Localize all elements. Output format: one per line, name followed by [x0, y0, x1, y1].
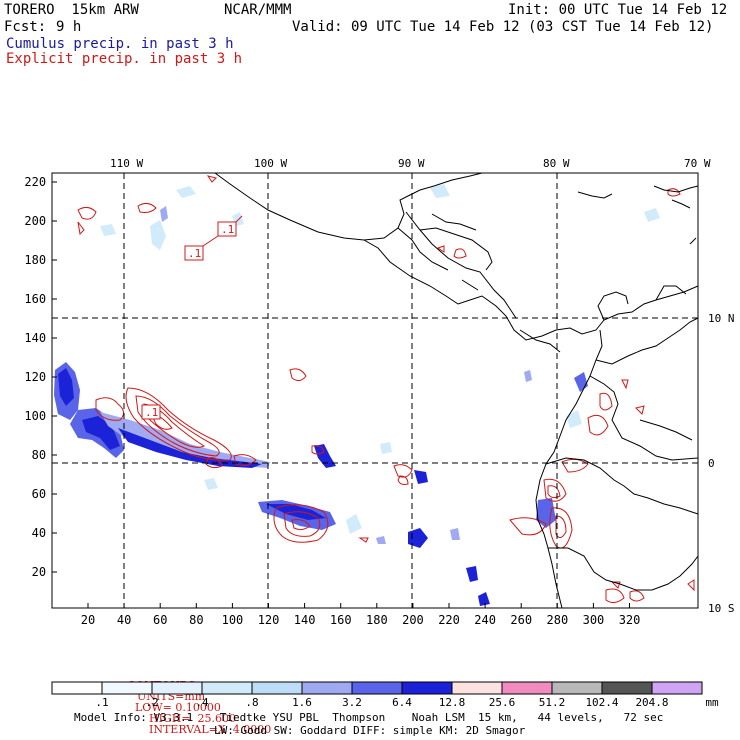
lon-label: 100 W — [254, 157, 288, 170]
contour-label-1: .1 — [221, 223, 234, 236]
colorbar-swatch — [501, 681, 553, 695]
colorbar-label: .1 — [95, 696, 109, 709]
x-tick-label: 160 — [329, 613, 352, 627]
colorbar-label: 25.6 — [488, 696, 516, 709]
x-tick-label: 200 — [402, 613, 424, 627]
lon-label: 110 W — [110, 157, 144, 170]
colorbar-swatch — [201, 681, 253, 695]
contour-label-boxes — [141, 221, 237, 420]
lat-label-10n: 10 N — [708, 312, 735, 325]
lat-label-0: 0 — [708, 457, 715, 470]
y-tick-label: 200 — [24, 214, 47, 228]
y-tick-label: 60 — [31, 487, 47, 501]
x-tick-label: 60 — [153, 613, 168, 627]
graticule — [52, 173, 698, 608]
contour-label-2: .1 — [188, 247, 201, 260]
y-tick-label: 120 — [24, 370, 47, 384]
x-tick-label: 40 — [116, 613, 132, 627]
valid-time: Valid: 09 UTC Tue 14 Feb 12 (03 CST Tue … — [292, 19, 714, 35]
colorbar — [51, 681, 703, 695]
x-tick-label: 220 — [438, 613, 460, 627]
colorbar-swatch — [451, 681, 503, 695]
model-info-line-2: LW: Godd SW: Goddard DIFF: simple KM: 2D… — [214, 724, 526, 737]
tick-marks — [52, 181, 630, 608]
y-tick-label: 220 — [24, 175, 47, 189]
x-tick-label: 300 — [582, 613, 605, 627]
colorbar-unit: mm — [705, 696, 719, 709]
y-tick-label: 180 — [24, 253, 47, 267]
colorbar-label: 12.8 — [438, 696, 466, 709]
forecast-label: Fcst: — [4, 19, 47, 35]
lat-label-10s: 10 S — [708, 602, 735, 615]
colorbar-label: .8 — [245, 696, 259, 709]
model-info-line-1: Model Info: V3.3.1 Tiedtke YSU PBL Thomp… — [74, 711, 664, 724]
x-tick-label: 260 — [510, 613, 533, 627]
x-tick-label: 180 — [366, 613, 388, 627]
lon-label: 80 W — [543, 157, 570, 170]
colorbar-swatch — [151, 681, 203, 695]
x-tick-label: 20 — [80, 613, 96, 627]
colorbar-swatch — [551, 681, 603, 695]
lon-label: 70 W — [684, 157, 711, 170]
colorbar-swatch — [401, 681, 453, 695]
colorbar-label: .4 — [195, 696, 209, 709]
init-time: Init: 00 UTC Tue 14 Feb 12 — [508, 2, 728, 18]
colorbar-label: 3.2 — [342, 696, 362, 709]
x-tick-label: 120 — [257, 613, 280, 627]
contour-label-3: .1 — [145, 406, 158, 419]
legend-explicit: Explicit precip. in past 3 h — [6, 51, 243, 67]
contour-leaders — [202, 215, 243, 247]
lon-label: 90 W — [398, 157, 425, 170]
forecast-hours: 9 h — [56, 19, 82, 35]
coastlines — [214, 172, 699, 609]
cumulus-light-shading — [100, 184, 660, 534]
x-tick-label: 100 — [221, 613, 244, 627]
y-tick-label: 100 — [24, 409, 47, 423]
colorbar-swatch — [351, 681, 403, 695]
x-tick-label: 240 — [474, 613, 496, 627]
colorbar-label: 1.6 — [292, 696, 312, 709]
low-value: LOW= 0.10000 — [135, 701, 221, 714]
cumulus-precip-shading — [54, 206, 588, 606]
map-frame — [51, 172, 699, 609]
colorbar-label: 51.2 — [538, 696, 566, 709]
x-tick-label: 80 — [189, 613, 204, 627]
y-tick-label: 160 — [24, 292, 47, 306]
x-tick-label: 140 — [293, 613, 316, 627]
y-tick-label: 80 — [31, 448, 47, 462]
legend-cumulus: Cumulus precip. in past 3 h — [6, 36, 234, 52]
colorbar-swatch — [51, 681, 103, 695]
x-tick-label: 280 — [546, 613, 569, 627]
colorbar-swatch — [651, 681, 703, 695]
model-title: TORERO 15km ARW — [4, 2, 139, 18]
colorbar-swatch — [301, 681, 353, 695]
units-label: UNITS=mm — [137, 690, 206, 703]
colorbar-swatch — [601, 681, 653, 695]
high-value: HIGH= 25.600 — [149, 712, 237, 725]
explicit-precip-contours — [77, 175, 695, 604]
colorbar-label: 6.4 — [392, 696, 412, 709]
interval-value: INTERVAL=X 4.0000 — [149, 723, 272, 736]
colorbar-swatch — [251, 681, 303, 695]
y-tick-label: 140 — [24, 331, 47, 345]
colorbar-swatch — [101, 681, 153, 695]
colorbar-label: 204.8 — [635, 696, 669, 709]
y-tick-label: 40 — [31, 526, 47, 540]
y-tick-label: 20 — [31, 565, 47, 579]
org-label: NCAR/MMM — [224, 2, 292, 18]
x-tick-label: 320 — [618, 613, 641, 627]
colorbar-label: 102.4 — [585, 696, 619, 709]
colorbar-label: .2 — [145, 696, 159, 709]
